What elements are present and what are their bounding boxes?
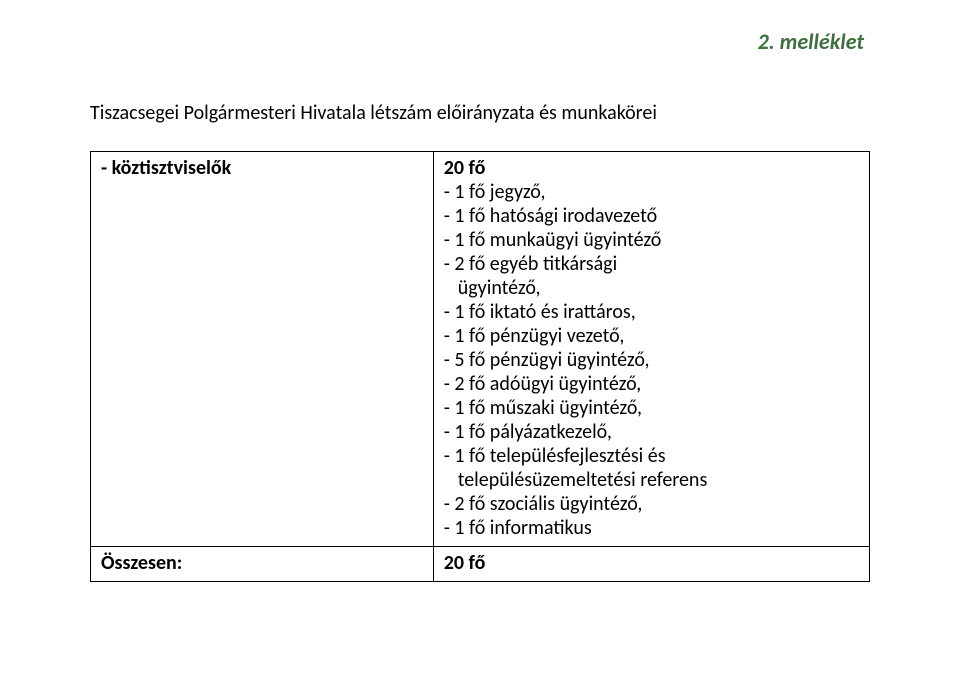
- document-title: Tiszacsegei Polgármesteri Hivatala létsz…: [90, 101, 870, 125]
- row-item: - 1 fő műszaki ügyintéző,: [444, 396, 859, 420]
- row-item: - 1 fő hatósági irodavezető: [444, 204, 859, 228]
- row-item: - 2 fő szociális ügyintéző,: [444, 492, 859, 516]
- table-total-row: Összesen: 20 fő: [91, 547, 870, 582]
- document-page: 2. melléklet Tiszacsegei Polgármesteri H…: [0, 0, 960, 681]
- row-item: - 1 fő pénzügyi vezető,: [444, 324, 859, 348]
- row-item: - 1 fő iktató és irattáros,: [444, 300, 859, 324]
- row-item: - 1 fő munkaügyi ügyintéző: [444, 228, 859, 252]
- row-details: 20 fő - 1 fő jegyző, - 1 fő hatósági iro…: [433, 152, 869, 547]
- row-item: - 5 fő pénzügyi ügyintéző,: [444, 348, 859, 372]
- row-item-continuation: településüzemeltetési referens: [444, 468, 859, 492]
- row-item-continuation: ügyintéző,: [444, 276, 859, 300]
- table-row: - köztisztviselők 20 fő - 1 fő jegyző, -…: [91, 152, 870, 547]
- row-item: - 2 fő egyéb titkársági: [444, 252, 859, 276]
- staffing-table: - köztisztviselők 20 fő - 1 fő jegyző, -…: [90, 151, 870, 582]
- total-value: 20 fő: [433, 547, 869, 582]
- annex-label: 2. melléklet: [90, 28, 870, 55]
- row-item: - 1 fő informatikus: [444, 516, 859, 540]
- row-item: - 1 fő településfejlesztési és: [444, 444, 859, 468]
- row-item: - 1 fő pályázatkezelő,: [444, 420, 859, 444]
- row-item: - 2 fő adóügyi ügyintéző,: [444, 372, 859, 396]
- row-item: - 1 fő jegyző,: [444, 180, 859, 204]
- row-head-count: 20 fő: [444, 156, 859, 180]
- total-label: Összesen:: [91, 547, 434, 582]
- row-category: - köztisztviselők: [91, 152, 434, 547]
